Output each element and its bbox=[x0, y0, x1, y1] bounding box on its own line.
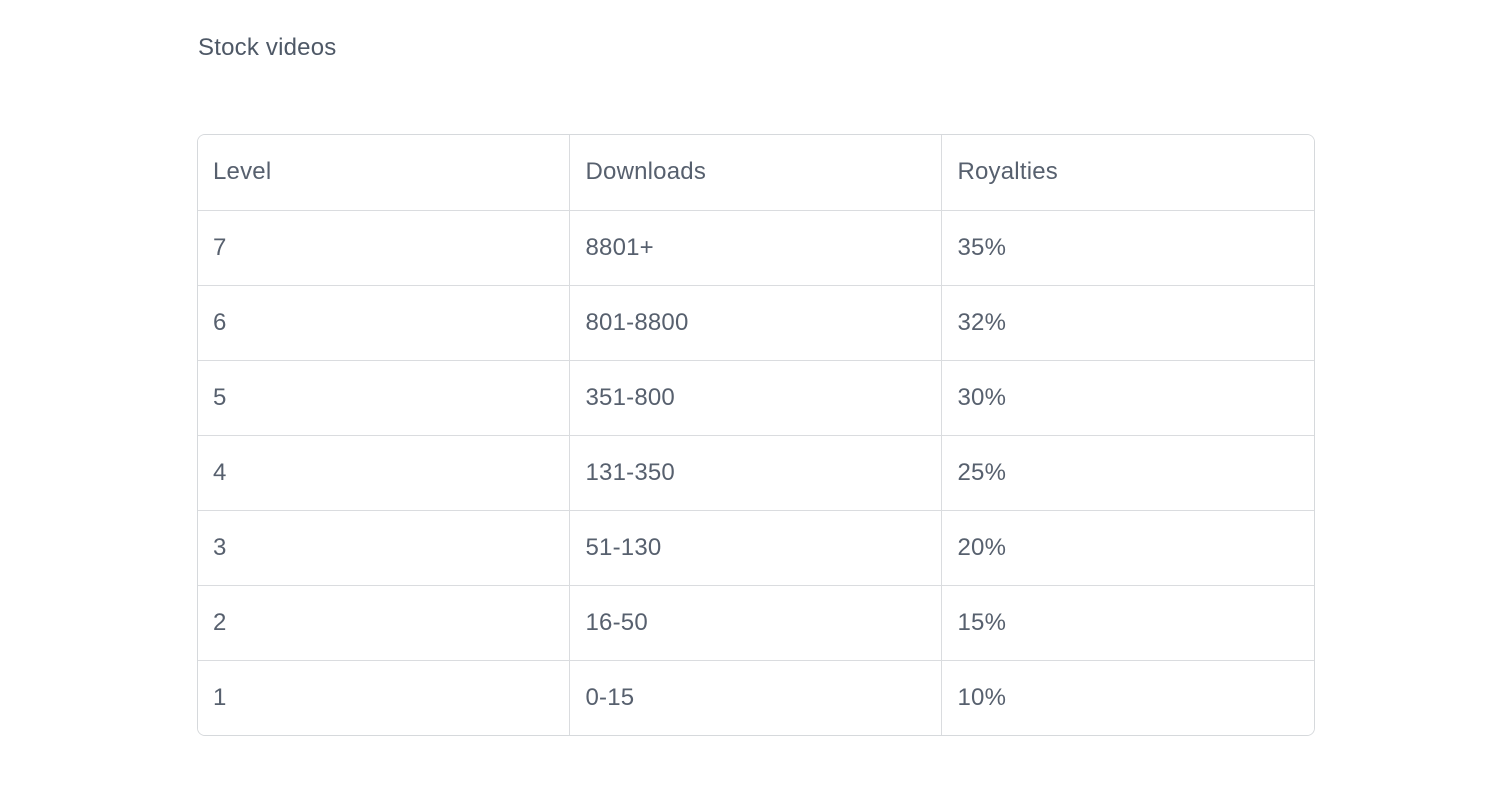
table-row: 1 0-15 10% bbox=[198, 660, 1314, 735]
cell-royalties: 25% bbox=[941, 435, 1314, 511]
cell-downloads: 16-50 bbox=[569, 585, 943, 661]
cell-level: 4 bbox=[198, 435, 571, 511]
column-header-royalties: Royalties bbox=[941, 135, 1314, 211]
table-row: 4 131-350 25% bbox=[198, 435, 1314, 511]
royalties-table: Level Downloads Royalties 7 8801+ 35% 6 … bbox=[197, 134, 1315, 736]
column-header-level: Level bbox=[198, 135, 571, 211]
cell-level: 3 bbox=[198, 510, 571, 586]
cell-downloads: 351-800 bbox=[569, 360, 943, 436]
cell-royalties: 20% bbox=[941, 510, 1314, 586]
cell-level: 1 bbox=[198, 660, 571, 735]
cell-royalties: 15% bbox=[941, 585, 1314, 661]
table-row: 2 16-50 15% bbox=[198, 585, 1314, 661]
table-row: 7 8801+ 35% bbox=[198, 210, 1314, 286]
table-row: 3 51-130 20% bbox=[198, 510, 1314, 586]
cell-royalties: 30% bbox=[941, 360, 1314, 436]
cell-level: 5 bbox=[198, 360, 571, 436]
cell-downloads: 0-15 bbox=[569, 660, 943, 735]
cell-level: 2 bbox=[198, 585, 571, 661]
cell-royalties: 35% bbox=[941, 210, 1314, 286]
cell-royalties: 10% bbox=[941, 660, 1314, 735]
cell-royalties: 32% bbox=[941, 285, 1314, 361]
cell-level: 6 bbox=[198, 285, 571, 361]
cell-downloads: 131-350 bbox=[569, 435, 943, 511]
cell-downloads: 8801+ bbox=[569, 210, 943, 286]
column-header-downloads: Downloads bbox=[569, 135, 943, 211]
page-title: Stock videos bbox=[198, 34, 337, 61]
cell-level: 7 bbox=[198, 210, 571, 286]
table-row: 6 801-8800 32% bbox=[198, 285, 1314, 361]
table-header-row: Level Downloads Royalties bbox=[198, 135, 1314, 211]
cell-downloads: 801-8800 bbox=[569, 285, 943, 361]
table-row: 5 351-800 30% bbox=[198, 360, 1314, 436]
cell-downloads: 51-130 bbox=[569, 510, 943, 586]
